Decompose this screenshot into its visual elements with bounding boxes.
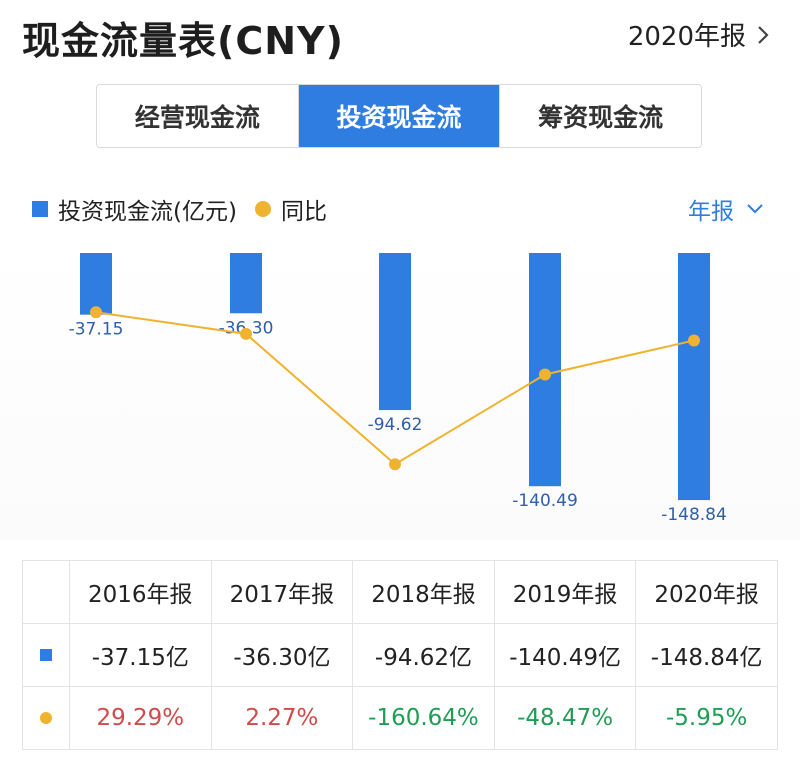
table-header-cell: 2019年报 [495,561,637,623]
yoy-point [240,327,252,340]
report-period-link[interactable]: 2020年报 [628,16,770,53]
bar-legend-label: 投资现金流(亿元) [58,199,237,225]
bar-value-label: -37.15 [69,320,124,340]
row-marker-cell [23,687,70,749]
tab-investing-cashflow[interactable]: 投资现金流 [298,85,501,147]
bar-mark [379,253,411,411]
line-series-dot-icon [40,712,52,724]
bar-mark [80,253,112,315]
period-type-select[interactable]: 年报 [688,192,764,226]
line-legend-label: 同比 [280,199,327,225]
tab-operating-cashflow[interactable]: 经营现金流 [97,85,299,147]
table-header-cell: 2018年报 [353,561,495,623]
bar-value-label: -94.62 [368,415,423,435]
table-corner-cell [23,561,70,623]
table-cell: -160.64% [353,687,495,749]
table-cell: -140.49亿 [495,624,637,686]
data-table: 2016年报 2017年报 2018年报 2019年报 2020年报 -37.1… [22,560,778,750]
chart-area: -37.15-36.30-94.62-140.49-148.84 [0,240,800,540]
table-header-row: 2016年报 2017年报 2018年报 2019年报 2020年报 [23,561,777,624]
table-row-yoy: 29.29% 2.27% -160.64% -48.47% -5.95% [23,687,777,749]
bar-mark [230,253,262,314]
line-legend-dot-icon [254,201,271,217]
table-cell: -94.62亿 [353,624,495,686]
table-cell: -36.30亿 [212,624,354,686]
table-cell: 29.29% [70,687,212,749]
bar-series-square-icon [40,649,52,661]
bar-legend-square-icon [32,201,48,217]
yoy-point [389,458,401,471]
chevron-right-icon [758,25,769,44]
period-type-label: 年报 [688,199,734,225]
bar-value-label: -140.49 [512,491,578,511]
table-header-cell: 2020年报 [654,582,759,608]
bar-value-label: -148.84 [661,505,727,525]
table-cell: 2.27% [212,687,354,749]
table-cell: -148.84亿 [650,645,763,671]
tab-financing-cashflow[interactable]: 筹资现金流 [500,85,701,147]
page-title: 现金流量表(CNY) [22,19,344,63]
table-header-cell: 2016年报 [70,561,212,623]
table-header-cell: 2017年报 [212,561,354,623]
chart-legend: 投资现金流(亿元) 同比 [32,192,327,226]
yoy-point [539,368,551,381]
yoy-point [688,334,700,347]
yoy-point [90,306,102,319]
row-marker-cell [23,624,70,686]
cashflow-tabs: 经营现金流 投资现金流 筹资现金流 [96,84,702,148]
table-cell: -48.47% [495,687,637,749]
table-cell: -5.95% [665,705,748,731]
table-row-cashflow: -37.15亿 -36.30亿 -94.62亿 -140.49亿 -148.84… [23,624,777,687]
investing-cashflow-chart: -37.15-36.30-94.62-140.49-148.84 [69,253,727,525]
report-period-label: 2020年报 [627,22,746,52]
bar-mark [678,253,710,501]
chevron-down-icon [747,204,763,214]
table-cell: -37.15亿 [70,624,212,686]
